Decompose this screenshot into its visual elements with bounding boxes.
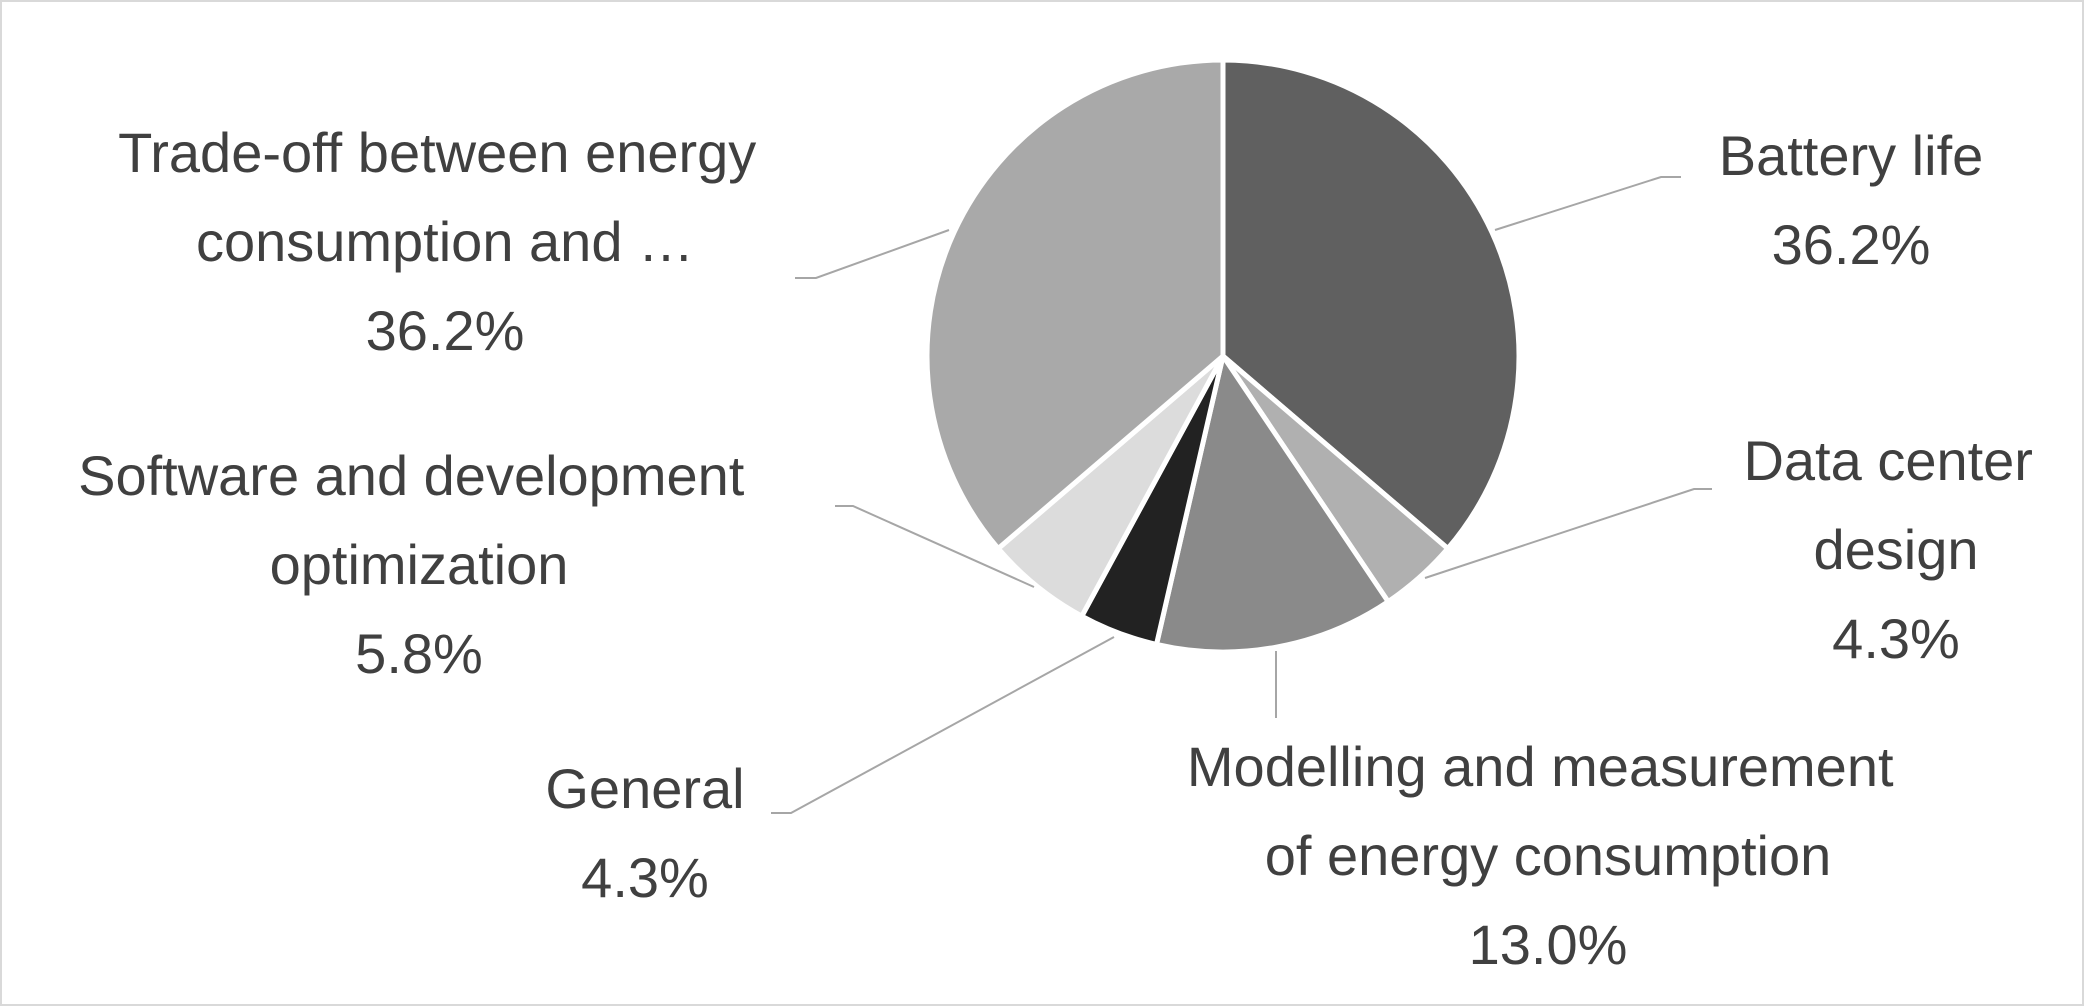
leader-line [835, 505, 1035, 588]
category-label: Modelling and measurement of energy cons… [1187, 735, 1909, 887]
category-label: General [545, 757, 744, 820]
value-label: 36.2% [1772, 213, 1931, 276]
leader-line [795, 229, 950, 279]
category-label: Battery life [1719, 124, 1984, 187]
value-label: 4.3% [1832, 607, 1960, 670]
category-label: Trade-off between energy consumption and… [118, 121, 772, 273]
value-label: 4.3% [581, 846, 709, 909]
category-label: Software and development optimization [78, 444, 760, 596]
pie-slice [924, 57, 1226, 552]
pie-slice [1220, 57, 1522, 552]
leader-line [1424, 488, 1712, 579]
leader-line [1494, 176, 1681, 231]
value-label: 36.2% [366, 299, 525, 362]
value-label: 5.8% [355, 622, 483, 685]
leader-line [771, 636, 1115, 814]
value-label: 13.0% [1469, 913, 1628, 976]
category-label: Data center design [1743, 429, 2048, 581]
pie-slice [1153, 353, 1391, 655]
